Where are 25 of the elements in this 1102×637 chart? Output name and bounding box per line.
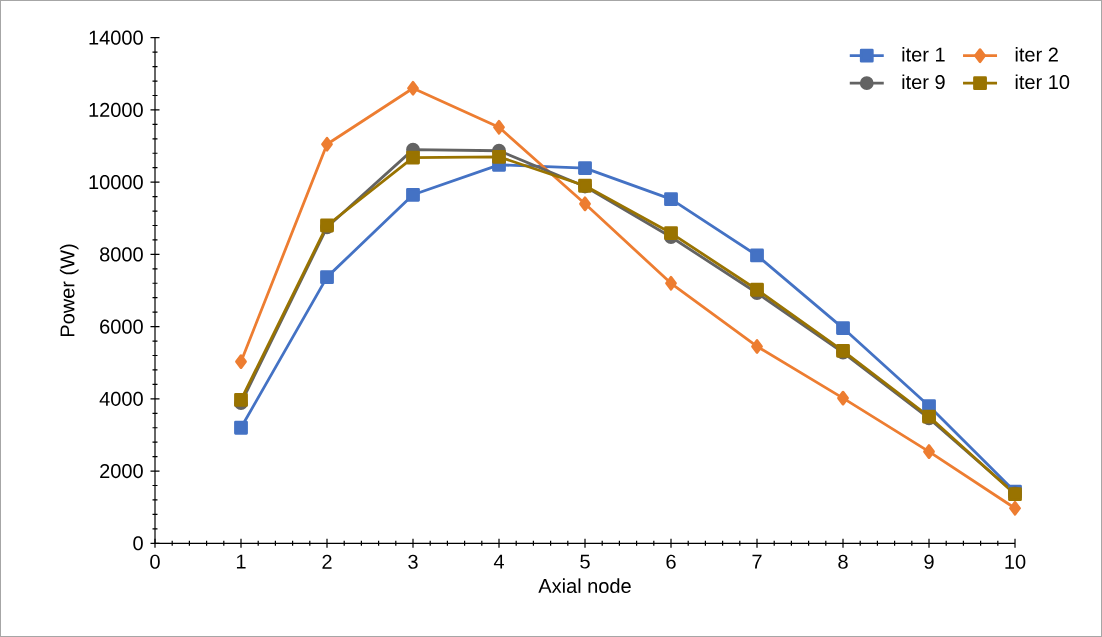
y-tick-label: 6000 (100, 319, 143, 334)
y-tick-label: 14000 (89, 30, 143, 45)
x-tick-label: 4 (493, 554, 504, 569)
x-tick-label: 6 (666, 554, 676, 569)
legend-label: iter 10 (1015, 74, 1070, 90)
y-tick-label: 10000 (89, 175, 143, 190)
y-tick-label: 0 (133, 536, 143, 551)
x-tick-label: 10 (1005, 554, 1026, 569)
x-tick-label: 3 (408, 554, 418, 569)
x-tick-label: 8 (838, 554, 848, 569)
x-axis-title: Axial node (538, 578, 631, 594)
legend-label: iter 1 (902, 46, 945, 62)
x-tick-label: 7 (752, 554, 762, 569)
y-tick-label: 2000 (100, 464, 143, 479)
y-tick-label: 8000 (100, 247, 143, 262)
x-tick-label: 2 (322, 554, 332, 569)
x-tick-label: 0 (150, 554, 160, 569)
legend-label: iter 2 (1015, 46, 1058, 62)
y-tick-label: 12000 (89, 102, 143, 117)
legend-label: iter 9 (902, 74, 945, 90)
y-tick-label: 4000 (99, 391, 143, 406)
x-tick-label: 9 (924, 554, 934, 569)
x-tick-label: 1 (236, 554, 246, 569)
y-axis-title: Power (W) (59, 244, 79, 337)
x-tick-label: 5 (580, 554, 590, 569)
